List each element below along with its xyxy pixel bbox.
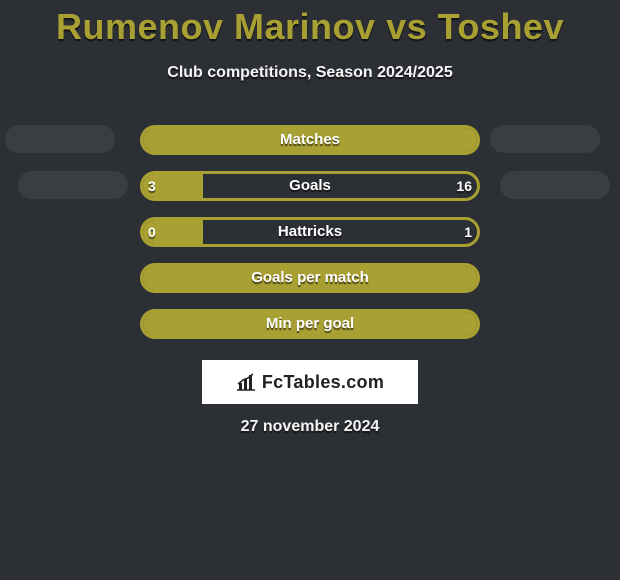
stat-bar-bg xyxy=(140,125,480,155)
stat-bar-fill xyxy=(143,174,203,198)
player-pill-left xyxy=(5,125,115,153)
date-label: 27 november 2024 xyxy=(0,418,620,436)
player-pill-right xyxy=(500,171,610,199)
infographic-container: Rumenov Marinov vs Toshev Club competiti… xyxy=(0,6,620,436)
stat-bar-fill xyxy=(143,128,477,152)
stat-bar-bg xyxy=(140,309,480,339)
comparison-row: Goals316 xyxy=(0,164,620,210)
logo-text: FcTables.com xyxy=(236,372,384,393)
comparison-rows: MatchesGoals316Hattricks01Goals per matc… xyxy=(0,118,620,348)
comparison-row: Min per goal xyxy=(0,302,620,348)
stat-bar-fill xyxy=(143,312,477,336)
stat-bar-fill xyxy=(143,220,203,244)
comparison-row: Hattricks01 xyxy=(0,210,620,256)
player-pill-left xyxy=(18,171,128,199)
player-pill-right xyxy=(490,125,600,153)
page-subtitle: Club competitions, Season 2024/2025 xyxy=(0,64,620,82)
logo-label: FcTables.com xyxy=(262,372,384,393)
page-title: Rumenov Marinov vs Toshev xyxy=(0,6,620,48)
bar-chart-icon xyxy=(236,373,256,391)
stat-bar-bg xyxy=(140,263,480,293)
comparison-row: Matches xyxy=(0,118,620,164)
stat-bar-bg xyxy=(140,217,480,247)
stat-bar-bg xyxy=(140,171,480,201)
stat-bar-fill xyxy=(143,266,477,290)
comparison-row: Goals per match xyxy=(0,256,620,302)
logo-badge: FcTables.com xyxy=(202,360,418,404)
